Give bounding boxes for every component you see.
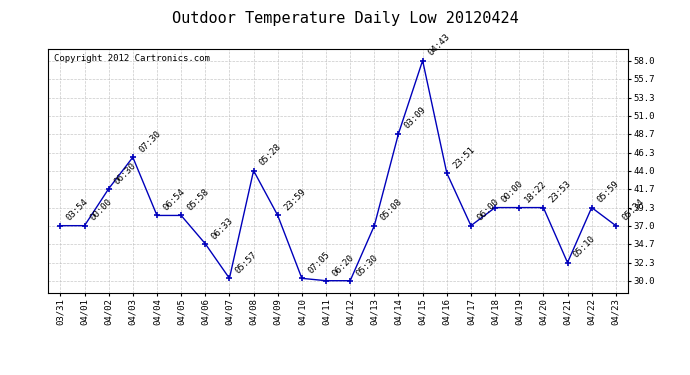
Text: 06:33: 06:33 <box>210 216 235 241</box>
Text: Outdoor Temperature Daily Low 20120424: Outdoor Temperature Daily Low 20120424 <box>172 11 518 26</box>
Text: 03:09: 03:09 <box>403 105 428 131</box>
Text: 05:58: 05:58 <box>186 187 210 213</box>
Text: 07:30: 07:30 <box>137 129 162 154</box>
Text: 00:00: 00:00 <box>89 198 114 223</box>
Text: 05:10: 05:10 <box>572 234 597 260</box>
Text: 05:59: 05:59 <box>596 179 621 205</box>
Text: 06:30: 06:30 <box>113 160 138 186</box>
Text: 06:54: 06:54 <box>161 187 186 213</box>
Text: 05:34: 05:34 <box>620 198 645 223</box>
Text: 23:59: 23:59 <box>282 187 307 213</box>
Text: 00:00: 00:00 <box>500 179 524 205</box>
Text: 03:54: 03:54 <box>65 198 90 223</box>
Text: Copyright 2012 Cartronics.com: Copyright 2012 Cartronics.com <box>54 54 210 63</box>
Text: 23:53: 23:53 <box>548 179 573 205</box>
Text: 07:05: 07:05 <box>306 250 331 276</box>
Text: 23:51: 23:51 <box>451 145 476 170</box>
Text: 06:00: 06:00 <box>475 198 500 223</box>
Text: 04:43: 04:43 <box>427 32 452 58</box>
Text: 06:20: 06:20 <box>331 252 355 278</box>
Text: 05:08: 05:08 <box>379 198 404 223</box>
Text: 05:57: 05:57 <box>234 250 259 276</box>
Text: 05:28: 05:28 <box>258 142 283 168</box>
Text: 18:22: 18:22 <box>524 179 549 205</box>
Text: 05:30: 05:30 <box>355 252 380 278</box>
